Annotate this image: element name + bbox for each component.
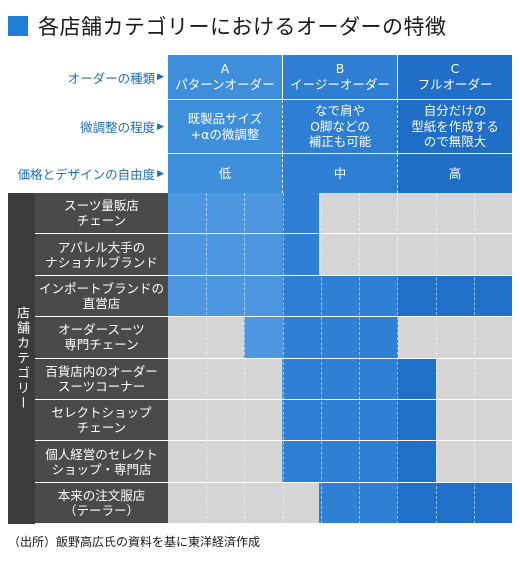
title-area: 各店舗カテゴリーにおけるオーダーの特徴	[8, 12, 447, 40]
category-bar-row	[168, 193, 512, 235]
category-column: スーツ量販店 チェーン アパレル大手の ナショナルブランド インポートブランドの 直…	[35, 193, 168, 525]
header-cell-a: A パターンオーダー	[168, 55, 282, 99]
side-label: 店舗カテゴリー	[14, 306, 29, 411]
grid-line	[282, 193, 284, 524]
category-bar-row	[168, 358, 512, 400]
grid-line	[244, 193, 246, 524]
grid-line	[473, 193, 475, 524]
adjustment-cell-b: なで肩や O脚などの 補正も可能	[282, 100, 397, 153]
category-label: アパレル大手の ナショナルブランド	[35, 234, 168, 276]
category-bar-row	[168, 399, 512, 442]
adjustment-cell-c: 自分だけの 型紙を作成する ので無限大	[397, 100, 512, 153]
category-bar-row	[168, 317, 512, 359]
header-row-adjustment: 微調整の程度 ▶ 既製品サイズ +αの微調整 なで肩や O脚などの 補正も可能 自…	[8, 99, 512, 153]
arrow-right-icon: ▶	[157, 168, 164, 179]
source-note: （出所）飯野高広氏の資料を基に東洋経済作成	[8, 535, 261, 549]
arrow-right-icon: ▶	[157, 72, 164, 82]
category-label: オーダースーツ 専門チェーン	[35, 317, 168, 359]
grid-line	[359, 193, 361, 524]
category-label: インポートブランドの 直営店	[35, 275, 168, 318]
header-cell-b: B イージーオーダー	[282, 55, 397, 99]
category-bar-row	[168, 234, 512, 276]
range-bar	[281, 358, 437, 399]
freedom-cell-c: 高	[397, 154, 512, 193]
grid-line	[435, 193, 437, 524]
row-label-adjustment: 微調整の程度 ▶	[80, 120, 164, 135]
range-bar	[168, 193, 320, 234]
side-label-bar: 店舗カテゴリー	[8, 193, 35, 524]
freedom-cell-b: 中	[282, 154, 397, 193]
freedom-cell-a: 低	[168, 154, 282, 193]
category-bar-row	[168, 441, 512, 483]
category-label: 個人経営のセレクト ショップ・専門店	[35, 441, 168, 483]
grid-line	[397, 193, 399, 524]
range-bar	[281, 441, 437, 482]
row-label-order-type: オーダーの種類 ▶	[67, 70, 164, 86]
header-cell-c: C フルオーダー	[397, 55, 512, 99]
category-label: 百貨店内のオーダー スーツコーナー	[35, 358, 168, 400]
row-label-freedom: 価格とデザインの自由度 ▶	[17, 167, 164, 182]
category-label: 本来の注文服店 （テーラー）	[35, 482, 168, 525]
range-bar	[168, 234, 320, 275]
category-bar-row	[168, 482, 512, 525]
range-bar	[281, 399, 437, 441]
header-row-freedom: 価格とデザインの自由度 ▶ 低 中 高	[8, 153, 512, 193]
adjustment-cell-a: 既製品サイズ +αの微調整	[168, 100, 282, 153]
header-row-order-type: オーダーの種類 ▶ A パターンオーダー B イージーオーダー C フルオーダー	[8, 55, 512, 99]
category-label: セレクトショップ チェーン	[35, 399, 168, 442]
category-label: スーツ量販店 チェーン	[35, 193, 168, 235]
grid-line	[206, 193, 208, 524]
range-bar	[168, 275, 512, 317]
title-square-icon	[8, 16, 28, 36]
grid-line	[320, 193, 322, 524]
arrow-right-icon: ▶	[157, 121, 164, 132]
range-bar	[319, 482, 512, 524]
page-title: 各店舗カテゴリーにおけるオーダーの特徴	[38, 15, 447, 39]
category-bar-row	[168, 275, 512, 318]
range-bars	[168, 193, 512, 525]
